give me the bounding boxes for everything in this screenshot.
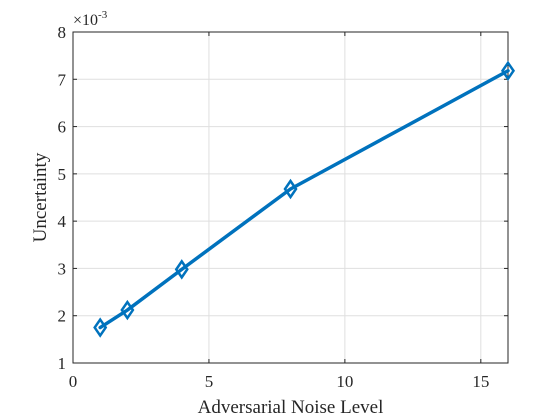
axes-box [72, 31, 509, 364]
x-tick-label: 0 [69, 372, 78, 391]
series-line [98, 69, 510, 330]
data-point-marker [500, 60, 516, 81]
y-axis-label: Uncertainty [30, 152, 51, 242]
y-tick-label: 3 [58, 259, 67, 278]
ticks: 0 5 10 15 1 2 3 4 5 6 7 8 [58, 23, 508, 391]
axes [72, 31, 509, 364]
y-exponent-power: -3 [98, 9, 108, 21]
y-tick-label: 6 [58, 118, 67, 137]
y-tick-label: 8 [58, 23, 67, 42]
data-point-marker [93, 317, 108, 338]
x-axis-label: Adversarial Noise Level [198, 397, 384, 418]
y-tick-label: 7 [58, 70, 67, 89]
y-tick-label: 2 [58, 307, 67, 326]
y-tick-label: 5 [58, 165, 67, 184]
y-tick-label: 4 [58, 212, 67, 231]
x-tick-label: 10 [336, 372, 353, 391]
y-tick-label: 1 [58, 354, 67, 373]
series-layer [93, 60, 516, 338]
data-point-marker [174, 259, 189, 280]
x-tick-label: 5 [205, 372, 214, 391]
data-point-marker [283, 178, 298, 200]
y-exponent-label: ×10-3 [73, 9, 108, 29]
x-tick-label: 15 [472, 372, 489, 391]
y-exponent-prefix: ×10 [73, 12, 98, 29]
data-point-marker [120, 299, 135, 321]
